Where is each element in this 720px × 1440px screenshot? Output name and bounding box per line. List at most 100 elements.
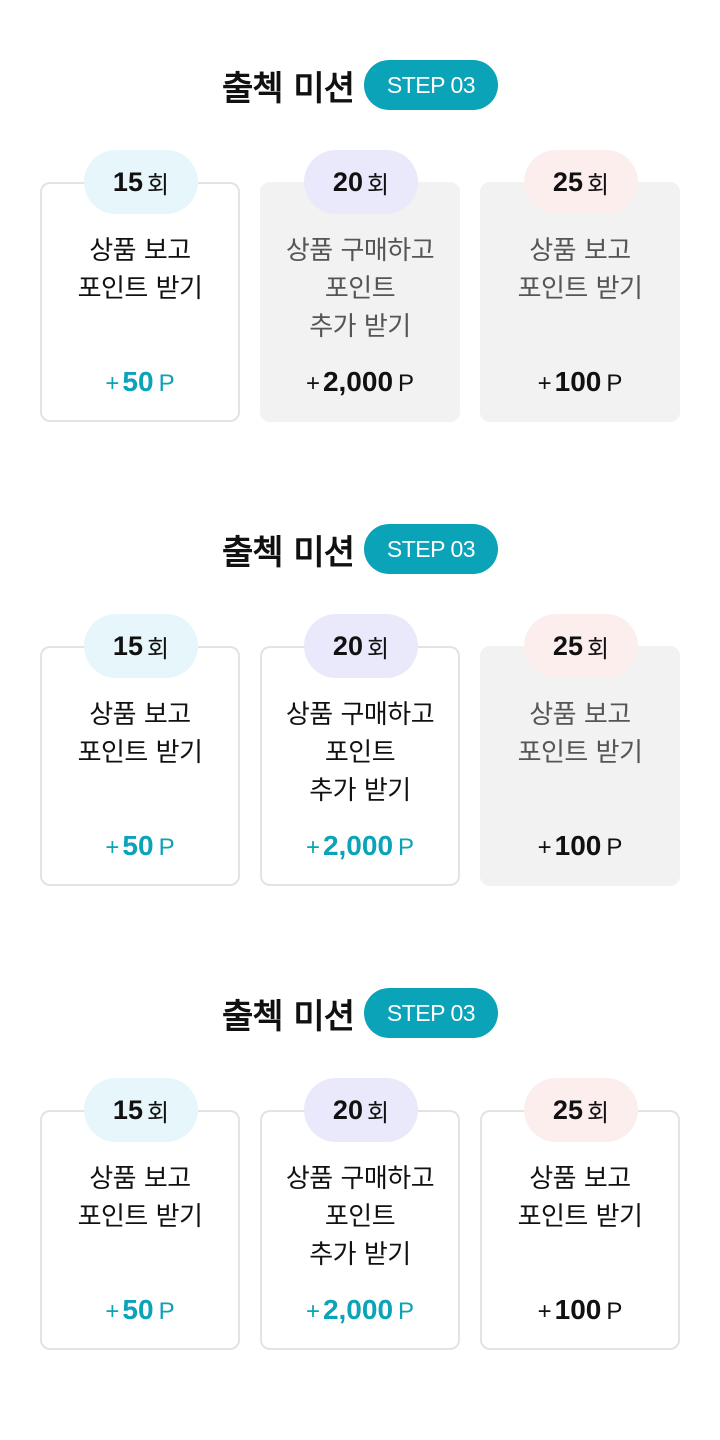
mission-card-25[interactable]: 25 회 상품 보고 포인트 받기 + 100 P [480, 1078, 680, 1350]
count-number: 20 [332, 166, 363, 197]
description-line: 상품 보고 [529, 236, 631, 266]
reward-unit: P [158, 834, 175, 861]
reward: + 100 P [482, 830, 678, 862]
count-pill: 15 회 [84, 614, 198, 678]
mission-description: 상품 보고 포인트 받기 [482, 1160, 678, 1236]
description-line: 포인트 받기 [517, 274, 643, 304]
mission-section-2: 출첵 미션 STEP 03 15 회 상품 보고 포인트 받기 + 50 P 2… [0, 464, 720, 886]
count-unit: 회 [146, 1098, 170, 1127]
reward-plus: + [537, 834, 552, 861]
section-title: 출첵 미션 [222, 996, 355, 1037]
mission-card-20[interactable]: 20 회 상품 구매하고 포인트 추가 받기 + 2,000 P [260, 614, 460, 886]
description-line: 상품 보고 [89, 236, 191, 266]
section-title: 출첵 미션 [222, 532, 355, 573]
reward-unit: P [158, 1298, 175, 1325]
description-line: 포인트 [324, 1202, 396, 1232]
step-badge: STEP 03 [363, 524, 498, 574]
count-unit: 회 [146, 634, 170, 663]
count-unit: 회 [586, 1098, 610, 1127]
count-number: 25 [552, 1094, 583, 1125]
mission-card-15[interactable]: 15 회 상품 보고 포인트 받기 + 50 P [40, 1078, 240, 1350]
description-line: 상품 보고 [529, 1164, 631, 1194]
count-number: 25 [552, 630, 583, 661]
section-title: 출첵 미션 [222, 68, 355, 109]
count-pill: 25 회 [524, 150, 638, 214]
count-number: 15 [112, 1094, 143, 1125]
mission-card-20[interactable]: 20 회 상품 구매하고 포인트 추가 받기 + 2,000 P [260, 1078, 460, 1350]
description-line: 포인트 받기 [517, 1202, 643, 1232]
mission-card-15[interactable]: 15 회 상품 보고 포인트 받기 + 50 P [40, 614, 240, 886]
reward: + 2,000 P [262, 830, 458, 862]
count-unit: 회 [366, 1098, 390, 1127]
description-line: 포인트 받기 [77, 274, 203, 304]
reward-unit: P [606, 370, 623, 397]
description-line: 포인트 [324, 274, 396, 304]
count-number: 15 [112, 630, 143, 661]
count-unit: 회 [586, 170, 610, 199]
reward-plus: + [537, 370, 552, 397]
description-line: 상품 구매하고 [285, 700, 435, 730]
mission-description: 상품 보고 포인트 받기 [482, 696, 678, 772]
count-unit: 회 [366, 634, 390, 663]
description-line: 추가 받기 [309, 1240, 411, 1270]
description-line: 상품 보고 [89, 700, 191, 730]
description-line: 추가 받기 [309, 776, 411, 806]
description-line: 포인트 받기 [517, 738, 643, 768]
reward-unit: P [606, 1298, 623, 1325]
mission-card-25[interactable]: 25 회 상품 보고 포인트 받기 + 100 P [480, 614, 680, 886]
reward-plus: + [305, 370, 320, 397]
description-line: 상품 보고 [529, 700, 631, 730]
description-line: 상품 구매하고 [285, 236, 435, 266]
mission-description: 상품 보고 포인트 받기 [42, 1160, 238, 1236]
count-unit: 회 [366, 170, 390, 199]
reward-plus: + [537, 1298, 552, 1325]
reward: + 2,000 P [262, 1294, 458, 1326]
reward-value: 2,000 [322, 830, 394, 861]
reward-plus: + [105, 1298, 120, 1325]
mission-description: 상품 보고 포인트 받기 [482, 232, 678, 308]
reward-value: 100 [554, 1294, 602, 1325]
count-number: 20 [332, 1094, 363, 1125]
count-unit: 회 [146, 170, 170, 199]
count-unit: 회 [586, 634, 610, 663]
mission-description: 상품 보고 포인트 받기 [42, 232, 238, 308]
reward-unit: P [606, 834, 623, 861]
reward-unit: P [398, 834, 415, 861]
count-pill: 25 회 [524, 1078, 638, 1142]
reward-value: 100 [554, 366, 602, 397]
mission-description: 상품 보고 포인트 받기 [42, 696, 238, 772]
count-number: 15 [112, 166, 143, 197]
description-line: 포인트 [324, 738, 396, 768]
mission-card-20[interactable]: 20 회 상품 구매하고 포인트 추가 받기 + 2,000 P [260, 150, 460, 422]
reward: + 2,000 P [262, 366, 458, 398]
reward-plus: + [305, 834, 320, 861]
mission-description: 상품 구매하고 포인트 추가 받기 [262, 1160, 458, 1274]
step-badge: STEP 03 [363, 60, 498, 110]
reward: + 50 P [42, 830, 238, 862]
count-pill: 20 회 [304, 1078, 418, 1142]
reward-value: 50 [122, 366, 154, 397]
reward-plus: + [305, 1298, 320, 1325]
section-header: 출첵 미션 STEP 03 [0, 524, 720, 574]
count-number: 25 [552, 166, 583, 197]
reward-value: 2,000 [322, 366, 394, 397]
mission-card-15[interactable]: 15 회 상품 보고 포인트 받기 + 50 P [40, 150, 240, 422]
reward-value: 100 [554, 830, 602, 861]
step-badge: STEP 03 [363, 988, 498, 1038]
description-line: 포인트 받기 [77, 738, 203, 768]
count-number: 20 [332, 630, 363, 661]
reward: + 50 P [42, 366, 238, 398]
reward-value: 2,000 [322, 1294, 394, 1325]
mission-section-3: 출첵 미션 STEP 03 15 회 상품 보고 포인트 받기 + 50 P 2… [0, 928, 720, 1350]
reward-unit: P [158, 370, 175, 397]
count-pill: 20 회 [304, 150, 418, 214]
mission-card-25[interactable]: 25 회 상품 보고 포인트 받기 + 100 P [480, 150, 680, 422]
reward-plus: + [105, 834, 120, 861]
mission-section-1: 출첵 미션 STEP 03 15 회 상품 보고 포인트 받기 + 50 P 2… [0, 0, 720, 422]
description-line: 상품 보고 [89, 1164, 191, 1194]
reward: + 100 P [482, 1294, 678, 1326]
description-line: 추가 받기 [309, 312, 411, 342]
reward: + 100 P [482, 366, 678, 398]
description-line: 상품 구매하고 [285, 1164, 435, 1194]
count-pill: 25 회 [524, 614, 638, 678]
